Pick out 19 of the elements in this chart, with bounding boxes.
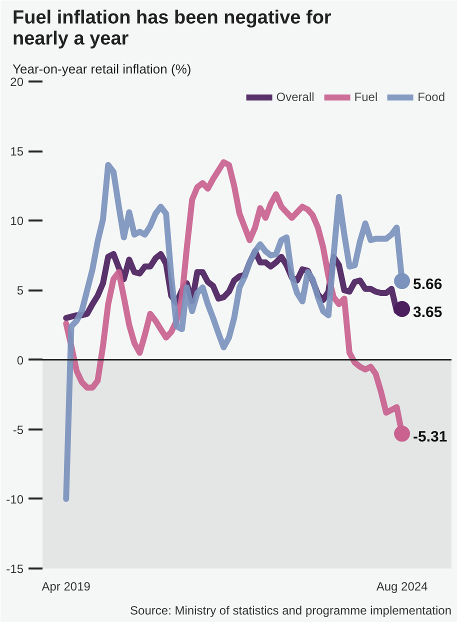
- y-tick-label: -10: [6, 492, 24, 506]
- y-tick-label: -5: [12, 422, 24, 437]
- y-axis-title: Year-on-year retail inflation (%): [12, 62, 192, 76]
- annotation: 5.66: [413, 276, 442, 294]
- y-tick-label: -15: [6, 562, 24, 576]
- chart-title: Fuel inflation has been negative for nearly a year: [12, 8, 332, 50]
- y-tick-label: 0: [16, 353, 24, 368]
- x-tick-label: Aug 2024: [376, 580, 428, 594]
- legend-label: Food: [418, 90, 445, 104]
- y-tick-label: 10: [10, 214, 24, 228]
- x-tick-label: Apr 2019: [42, 580, 91, 594]
- y-tick-label: 5: [16, 284, 24, 298]
- legend-label: Fuel: [354, 90, 378, 104]
- annotation: 3.65: [413, 304, 442, 321]
- source-note: Source: Ministry of statistics and programme implementation: [130, 604, 452, 618]
- legend-label: Overall: [276, 90, 314, 104]
- y-tick-label: 15: [10, 144, 24, 159]
- annotation: -5.31: [413, 428, 448, 446]
- y-tick-label: 20: [10, 75, 24, 89]
